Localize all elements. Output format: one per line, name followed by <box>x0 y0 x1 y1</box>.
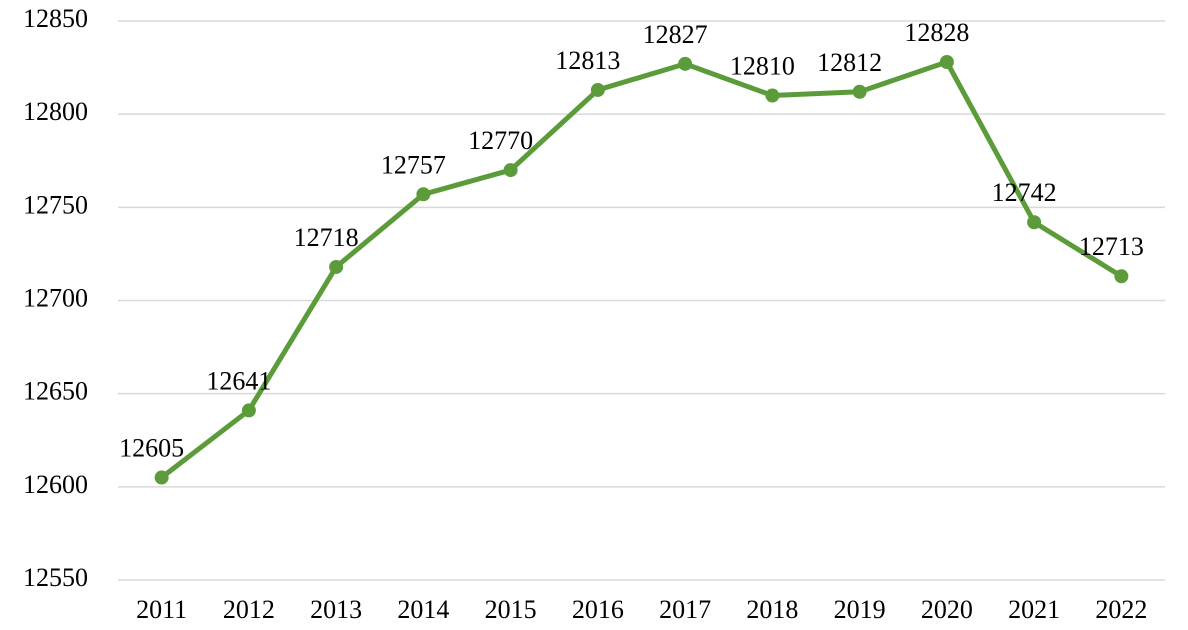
line <box>160 59 1123 480</box>
data-label: 12810 <box>730 52 795 81</box>
marker <box>154 470 169 485</box>
x-tick-label: 2019 <box>834 595 886 624</box>
y-tick-label: 12700 <box>23 283 88 312</box>
x-tick-label: 2020 <box>921 595 973 624</box>
marker <box>1114 269 1129 284</box>
data-label: 12718 <box>294 223 359 252</box>
data-label: 12605 <box>119 433 184 462</box>
y-tick-label: 12600 <box>23 470 88 499</box>
data-label: 12641 <box>206 366 271 395</box>
marker <box>329 259 344 274</box>
y-tick-label: 12750 <box>23 190 88 219</box>
marker <box>939 54 954 69</box>
x-tick-label: 2016 <box>572 595 624 624</box>
marker <box>241 403 256 418</box>
data-label: 12770 <box>468 126 533 155</box>
marker <box>503 163 518 178</box>
marker <box>590 82 605 97</box>
x-tick-label: 2018 <box>746 595 798 624</box>
marker <box>678 56 693 71</box>
data-label: 12812 <box>817 48 882 77</box>
marker <box>416 187 431 202</box>
x-tick-label: 2015 <box>485 595 537 624</box>
data-label: 12827 <box>643 20 708 49</box>
x-tick-label: 2022 <box>1095 595 1147 624</box>
data-label: 12813 <box>555 46 620 75</box>
data-label: 12713 <box>1079 232 1144 261</box>
data-label: 12828 <box>904 18 969 47</box>
y-tick-label: 12800 <box>23 97 88 126</box>
data-label: 12757 <box>381 150 446 179</box>
y-tick-label: 12550 <box>23 563 88 592</box>
x-tick-label: 2017 <box>659 595 711 624</box>
marker <box>765 88 780 103</box>
x-tick-label: 2021 <box>1008 595 1060 624</box>
y-tick-label: 12650 <box>23 377 88 406</box>
x-tick-label: 2012 <box>223 595 275 624</box>
y-tick-label: 12850 <box>23 4 88 33</box>
marker <box>1027 215 1042 230</box>
data-label: 12742 <box>992 178 1057 207</box>
marker <box>852 84 867 99</box>
x-tick-label: 2014 <box>397 595 449 624</box>
x-tick-label: 2011 <box>136 595 187 624</box>
x-tick-label: 2013 <box>310 595 362 624</box>
